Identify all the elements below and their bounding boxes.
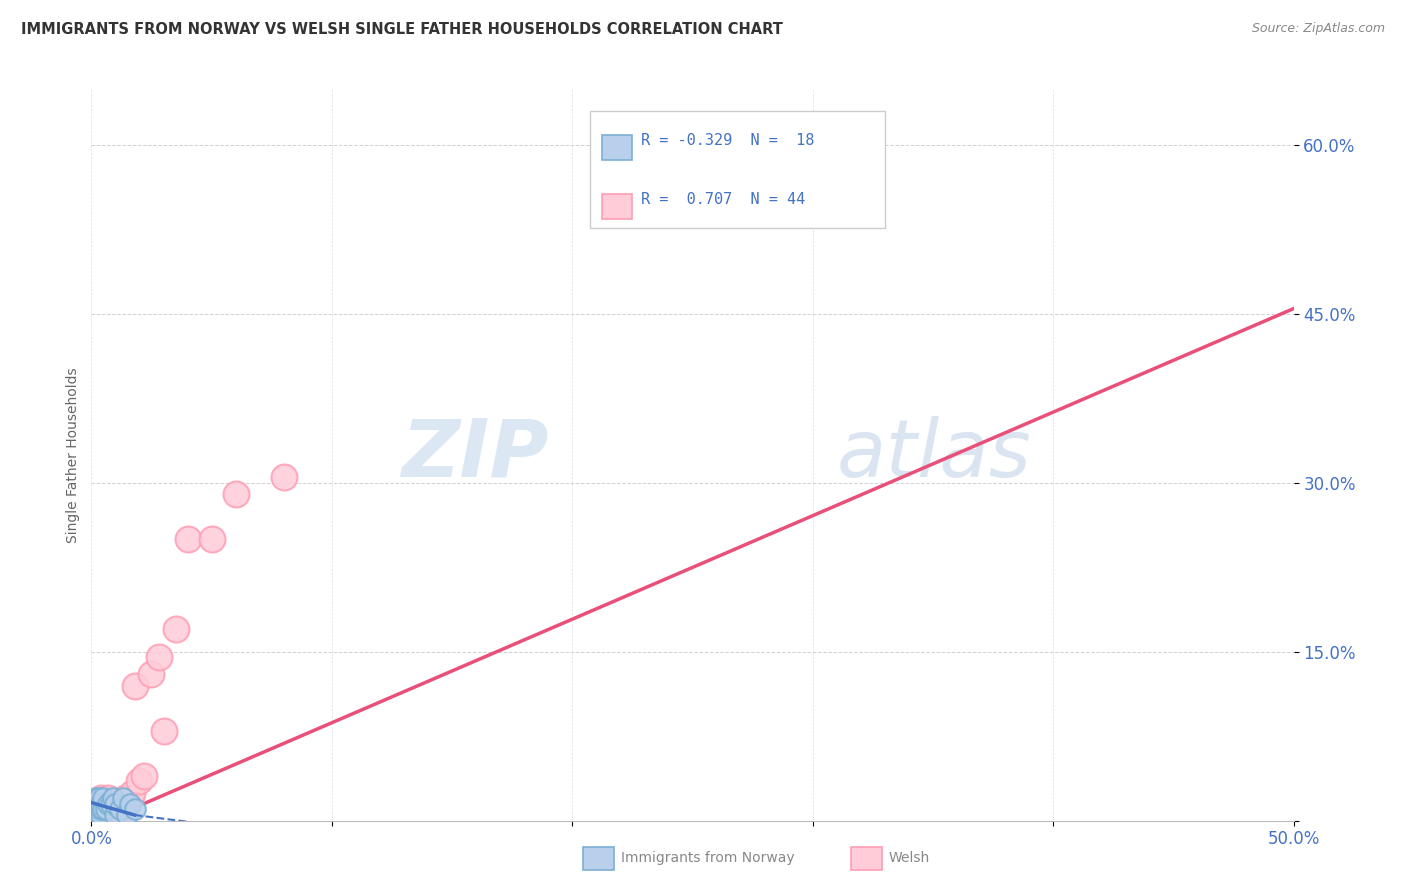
Point: [110, 797, 132, 811]
Point: [104, 808, 127, 822]
Point: [93, 808, 115, 822]
Point: [101, 805, 124, 819]
Text: ZIP: ZIP: [401, 416, 548, 494]
Point: [87, 791, 110, 805]
Point: [152, 723, 174, 738]
Point: [93, 791, 115, 805]
Point: [90, 802, 112, 816]
Text: IMMIGRANTS FROM NORWAY VS WELSH SINGLE FATHER HOUSEHOLDS CORRELATION CHART: IMMIGRANTS FROM NORWAY VS WELSH SINGLE F…: [21, 22, 783, 37]
Point: [93, 802, 115, 816]
Point: [148, 650, 170, 665]
Point: [176, 533, 198, 547]
Point: [100, 797, 122, 811]
Point: [84, 808, 107, 822]
Point: [83, 808, 105, 822]
Point: [97, 808, 120, 822]
Point: [801, 138, 824, 153]
Point: [83, 808, 105, 822]
Point: [165, 623, 187, 637]
Point: [104, 802, 127, 816]
Point: [84, 802, 107, 816]
Point: [90, 808, 112, 822]
Point: [124, 679, 146, 693]
Point: [118, 791, 141, 805]
Point: [84, 791, 107, 805]
Point: [273, 470, 295, 484]
Point: [90, 802, 112, 816]
Point: [87, 808, 110, 822]
Point: [84, 802, 107, 816]
Point: [97, 797, 120, 811]
Text: atlas: atlas: [837, 416, 1032, 494]
Point: [93, 797, 115, 811]
Point: [87, 802, 110, 816]
Y-axis label: Single Father Households: Single Father Households: [66, 368, 80, 542]
Text: Source: ZipAtlas.com: Source: ZipAtlas.com: [1251, 22, 1385, 36]
Point: [111, 791, 134, 805]
Point: [94, 797, 117, 811]
Point: [134, 769, 156, 783]
Point: [87, 797, 110, 811]
Point: [87, 802, 110, 816]
Point: [101, 797, 124, 811]
Point: [90, 791, 112, 805]
Point: [87, 808, 110, 822]
Text: R =  0.707  N = 44: R = 0.707 N = 44: [641, 193, 806, 208]
Point: [141, 667, 163, 681]
Text: Welsh: Welsh: [889, 851, 929, 865]
Point: [107, 802, 129, 816]
Point: [128, 774, 150, 789]
Point: [117, 797, 139, 811]
Point: [83, 802, 105, 816]
Point: [97, 802, 120, 816]
Point: [225, 487, 247, 501]
Point: [201, 533, 224, 547]
Point: [84, 797, 107, 811]
Point: [97, 791, 120, 805]
Point: [87, 797, 110, 811]
Point: [111, 797, 134, 811]
Point: [83, 802, 105, 816]
Point: [94, 802, 117, 816]
Point: [100, 808, 122, 822]
Point: [118, 797, 141, 811]
Text: R = -0.329  N =  18: R = -0.329 N = 18: [641, 134, 814, 148]
Point: [114, 791, 136, 805]
Point: [93, 802, 115, 816]
Point: [124, 802, 146, 816]
Point: [110, 802, 132, 816]
Point: [104, 797, 127, 811]
Point: [90, 808, 112, 822]
Point: [84, 808, 107, 822]
Point: [94, 808, 117, 822]
Point: [104, 808, 127, 822]
Point: [121, 785, 143, 799]
Point: [100, 802, 122, 816]
Point: [90, 797, 112, 811]
Point: [84, 797, 107, 811]
Text: Immigrants from Norway: Immigrants from Norway: [621, 851, 794, 865]
Point: [117, 808, 139, 822]
Point: [101, 791, 124, 805]
